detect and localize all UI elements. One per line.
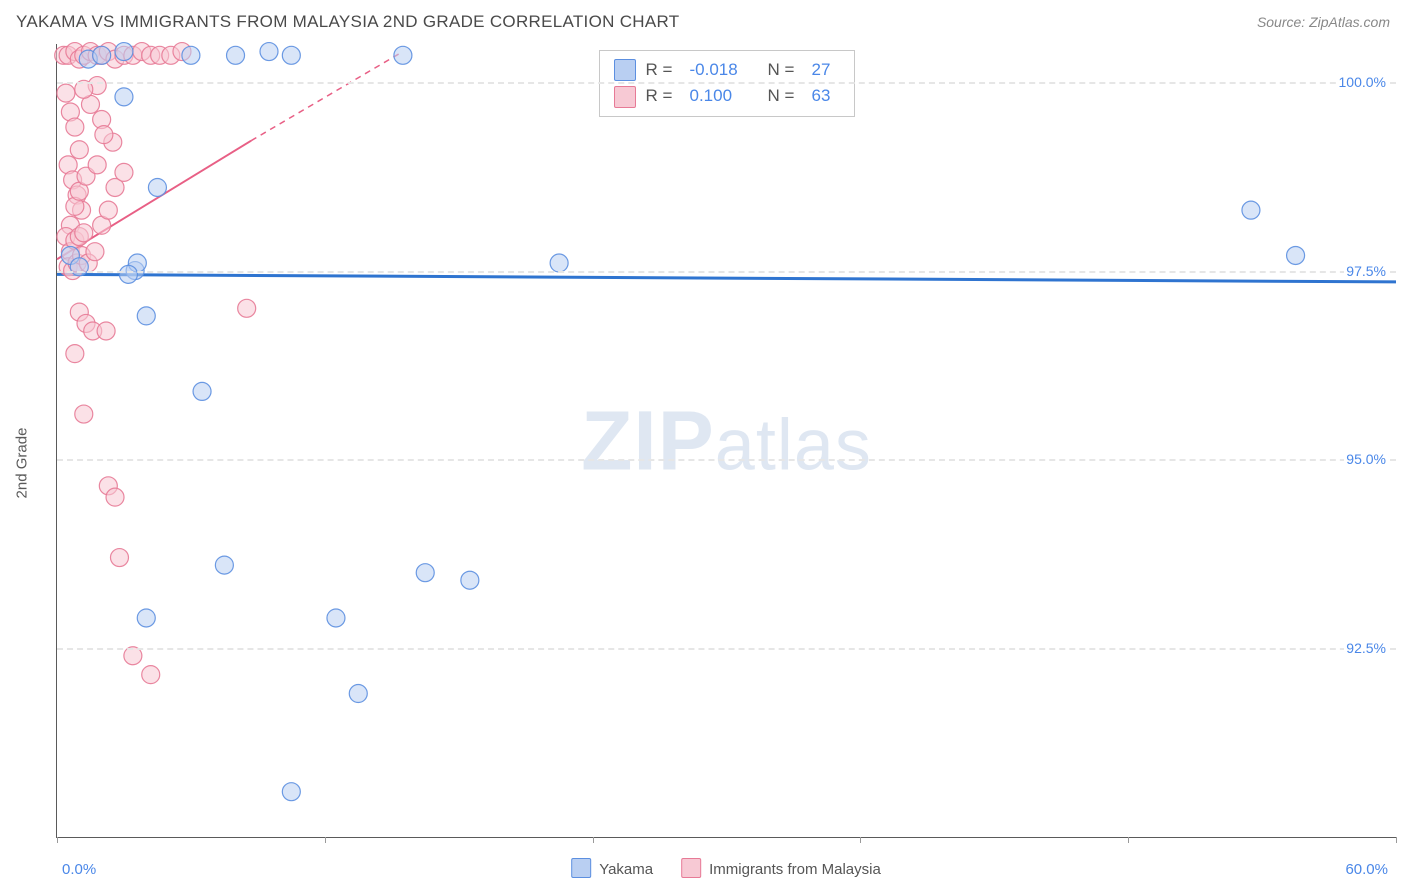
- x-tick: [1396, 837, 1397, 843]
- swatch-malaysia: [614, 86, 636, 108]
- y-tick-label: 100.0%: [1337, 74, 1388, 90]
- source-label: Source: ZipAtlas.com: [1257, 14, 1390, 30]
- swatch-yakama: [614, 59, 636, 81]
- y-tick-label: 95.0%: [1344, 451, 1388, 467]
- series-legend: Yakama Immigrants from Malaysia: [571, 858, 881, 878]
- y-tick-label: 97.5%: [1344, 263, 1388, 279]
- header: YAKAMA VS IMMIGRANTS FROM MALAYSIA 2ND G…: [0, 0, 1406, 44]
- y-tick-label: 92.5%: [1344, 640, 1388, 656]
- plot-svg: [57, 44, 1396, 837]
- x-min-label: 0.0%: [62, 861, 96, 878]
- chart-title: YAKAMA VS IMMIGRANTS FROM MALAYSIA 2ND G…: [16, 12, 679, 32]
- legend-item-malaysia: Immigrants from Malaysia: [681, 858, 881, 878]
- gridline: [57, 648, 1396, 650]
- gridline: [57, 271, 1396, 273]
- legend-swatch-yakama: [571, 858, 591, 878]
- x-max-label: 60.0%: [1345, 861, 1388, 878]
- legend-item-yakama: Yakama: [571, 858, 653, 878]
- gridline: [57, 459, 1396, 461]
- y-axis-label: 2nd Grade: [14, 428, 31, 499]
- chart-container: 2nd Grade ZIPatlas R =-0.018 N =27 R =0.…: [10, 44, 1396, 882]
- legend-swatch-malaysia: [681, 858, 701, 878]
- x-axis-row: 0.0% Yakama Immigrants from Malaysia 60.…: [56, 842, 1396, 878]
- stat-row-yakama: R =-0.018 N =27: [614, 57, 840, 83]
- plot-area: ZIPatlas R =-0.018 N =27 R =0.100 N =63 …: [56, 44, 1396, 838]
- stat-row-malaysia: R =0.100 N =63: [614, 83, 840, 109]
- gridline: [57, 82, 1396, 84]
